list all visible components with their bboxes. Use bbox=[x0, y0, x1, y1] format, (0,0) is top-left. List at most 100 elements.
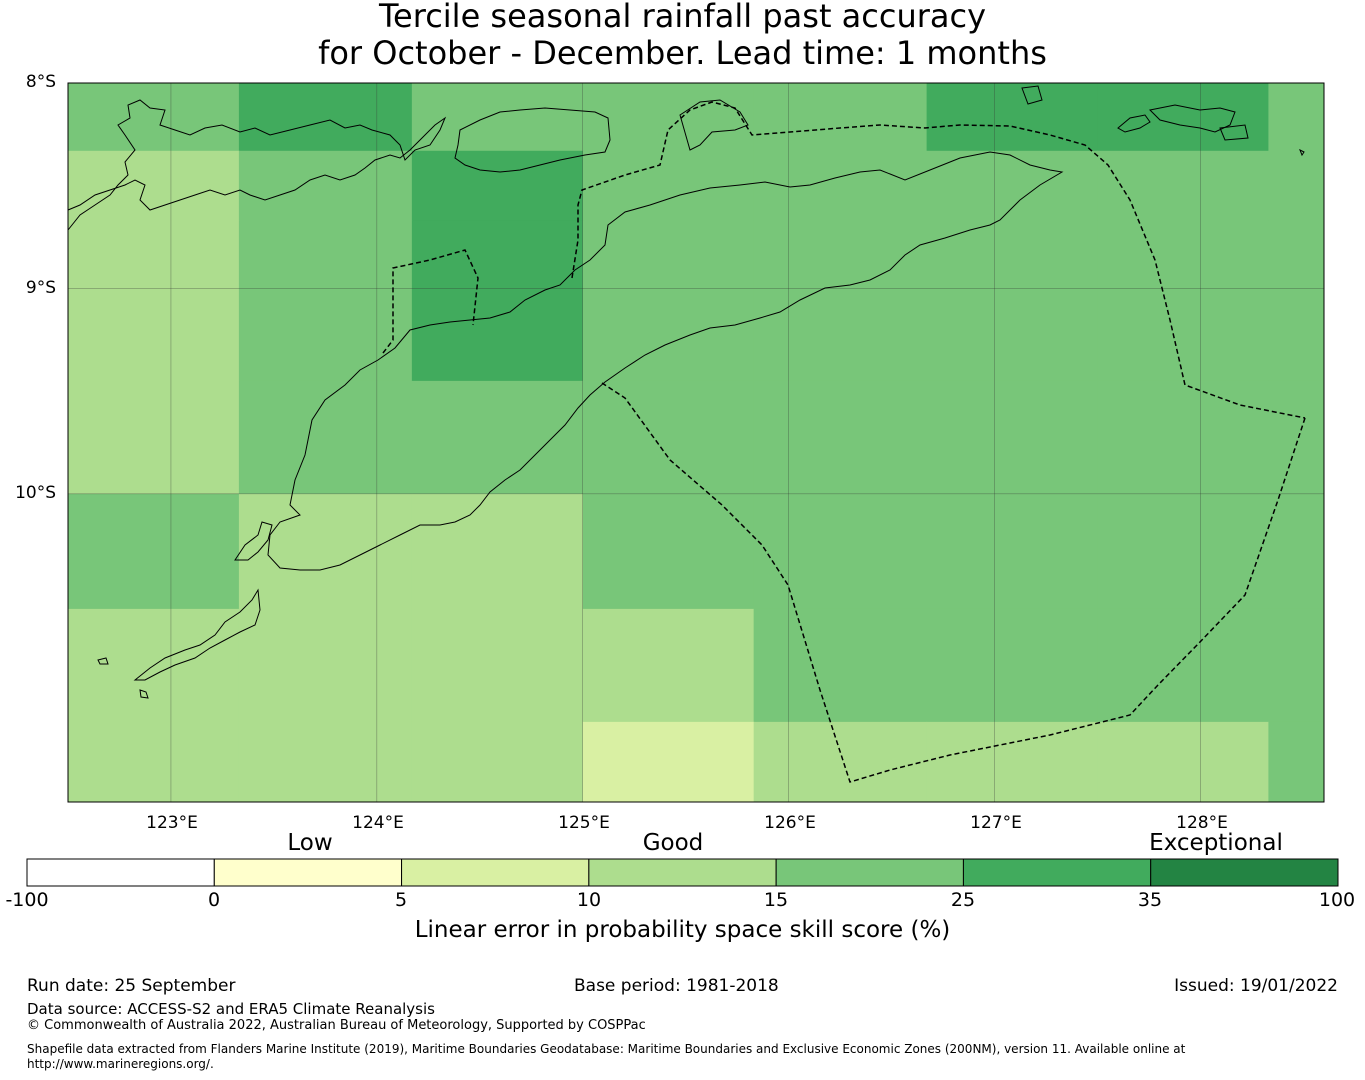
timor-coastline bbox=[267, 151, 1064, 571]
skill-cell bbox=[68, 493, 240, 610]
map-title-line-2: for October - December. Lead time: 1 mon… bbox=[318, 34, 1047, 72]
skill-cell bbox=[1268, 608, 1325, 723]
graticule bbox=[68, 83, 1324, 802]
babar-island bbox=[1148, 104, 1236, 133]
skill-cell bbox=[582, 83, 755, 152]
skill-cell bbox=[411, 150, 584, 222]
lat-label-10s: 10°S bbox=[15, 483, 56, 503]
skill-cell bbox=[1268, 150, 1325, 222]
colorbar-category-low: Low bbox=[287, 830, 333, 856]
skill-cell bbox=[1268, 288, 1325, 382]
map-frame bbox=[67, 82, 1325, 803]
small-island-2 bbox=[139, 689, 149, 699]
base-period: Base period: 1981-2018 bbox=[574, 976, 779, 996]
colorbar-tick: 5 bbox=[394, 889, 408, 911]
skill-cell bbox=[68, 83, 240, 152]
colorbar-segment bbox=[401, 858, 590, 887]
small-island-1 bbox=[97, 657, 109, 665]
skill-cell bbox=[238, 220, 413, 289]
eez-boundary-north bbox=[571, 101, 1306, 419]
lat-label-9s: 9°S bbox=[25, 278, 56, 298]
colorbar-segments bbox=[26, 858, 1339, 887]
skill-cell bbox=[238, 150, 413, 222]
skill-cell bbox=[926, 493, 1099, 610]
flores-coastline bbox=[67, 99, 447, 231]
skill-cell bbox=[238, 721, 413, 803]
skill-cells bbox=[68, 83, 1325, 803]
map-title-line-1: Tercile seasonal rainfall past accuracy bbox=[378, 0, 987, 35]
skill-cell bbox=[1097, 83, 1269, 152]
skill-cell bbox=[68, 380, 240, 495]
skill-cell bbox=[411, 608, 584, 723]
rote-coastline bbox=[234, 521, 273, 561]
colorbar-category-good: Good bbox=[642, 830, 704, 856]
eez-boundaries bbox=[382, 101, 1306, 783]
issued-date: Issued: 19/01/2022 bbox=[1174, 976, 1338, 996]
data-source: Data source: ACCESS-S2 and ERA5 Climate … bbox=[27, 1000, 435, 1018]
colorbar-tick: 10 bbox=[576, 889, 602, 911]
lon-label-127e: 127°E bbox=[970, 813, 1022, 833]
coastlines bbox=[67, 85, 1305, 699]
colorbar-segment bbox=[588, 858, 777, 887]
skill-cell bbox=[753, 83, 928, 152]
colorbar-segment bbox=[26, 858, 215, 887]
skill-cell bbox=[926, 608, 1099, 723]
lon-label-126e: 126°E bbox=[764, 813, 816, 833]
skill-cell bbox=[926, 721, 1099, 803]
skill-cell bbox=[582, 220, 755, 289]
skill-cell bbox=[926, 220, 1099, 289]
lon-label-124e: 124°E bbox=[352, 813, 404, 833]
skill-cell bbox=[926, 150, 1099, 222]
skill-cell bbox=[411, 380, 584, 495]
skill-cell bbox=[1268, 493, 1325, 610]
skill-cell bbox=[582, 721, 755, 803]
lat-label-8s: 8°S bbox=[25, 72, 56, 92]
colorbar-category-exceptional: Exceptional bbox=[1149, 830, 1283, 856]
skill-cell bbox=[582, 380, 755, 495]
skill-cell bbox=[582, 493, 755, 610]
colorbar-segment bbox=[962, 858, 1152, 887]
skill-cell bbox=[238, 493, 413, 610]
eez-boundary-south bbox=[601, 382, 1306, 783]
skill-cell bbox=[1268, 380, 1325, 495]
skill-cell bbox=[1097, 150, 1269, 222]
alor-wetar-coastline bbox=[454, 107, 611, 173]
skill-cell bbox=[753, 721, 928, 803]
skill-cell bbox=[753, 608, 928, 723]
skill-cell bbox=[411, 83, 584, 152]
skill-cell bbox=[411, 220, 584, 289]
skill-cell bbox=[411, 493, 584, 610]
skill-cell bbox=[68, 220, 240, 289]
skill-cell bbox=[753, 493, 928, 610]
lon-label-128e: 128°E bbox=[1176, 813, 1228, 833]
colorbar-segment bbox=[775, 858, 964, 887]
skill-cell bbox=[411, 288, 584, 382]
skill-cell bbox=[753, 220, 928, 289]
skill-cell bbox=[1268, 220, 1325, 289]
skill-cell bbox=[1097, 220, 1269, 289]
skill-cell bbox=[1268, 721, 1325, 803]
skill-cell bbox=[1097, 288, 1269, 382]
colorbar-tick: 15 bbox=[763, 889, 789, 911]
skill-cell bbox=[238, 608, 413, 723]
lon-label-125e: 125°E bbox=[558, 813, 610, 833]
skill-cell bbox=[926, 380, 1099, 495]
run-date: Run date: 25 September bbox=[27, 976, 236, 996]
skill-cell bbox=[1097, 721, 1269, 803]
small-island-7 bbox=[1299, 148, 1305, 157]
skill-cell bbox=[1097, 380, 1269, 495]
colorbar-tick: 25 bbox=[950, 889, 976, 911]
colorbar-tick: 100 bbox=[1318, 889, 1356, 911]
shapefile-credit-line-2: http://www.marineregions.org/. bbox=[27, 1057, 214, 1071]
skill-cell bbox=[1268, 83, 1325, 152]
small-island-4 bbox=[1117, 114, 1151, 133]
colorbar-tick: -100 bbox=[5, 889, 49, 911]
copyright: © Commonwealth of Australia 2022, Austra… bbox=[27, 1018, 646, 1033]
small-island-5 bbox=[1021, 85, 1043, 105]
colorbar-segment bbox=[1150, 858, 1339, 887]
skill-cell bbox=[582, 608, 755, 723]
skill-cell bbox=[1097, 493, 1269, 610]
eez-boundary-oecusse bbox=[382, 249, 479, 354]
colorbar-segment bbox=[213, 858, 403, 887]
skill-cell bbox=[411, 721, 584, 803]
